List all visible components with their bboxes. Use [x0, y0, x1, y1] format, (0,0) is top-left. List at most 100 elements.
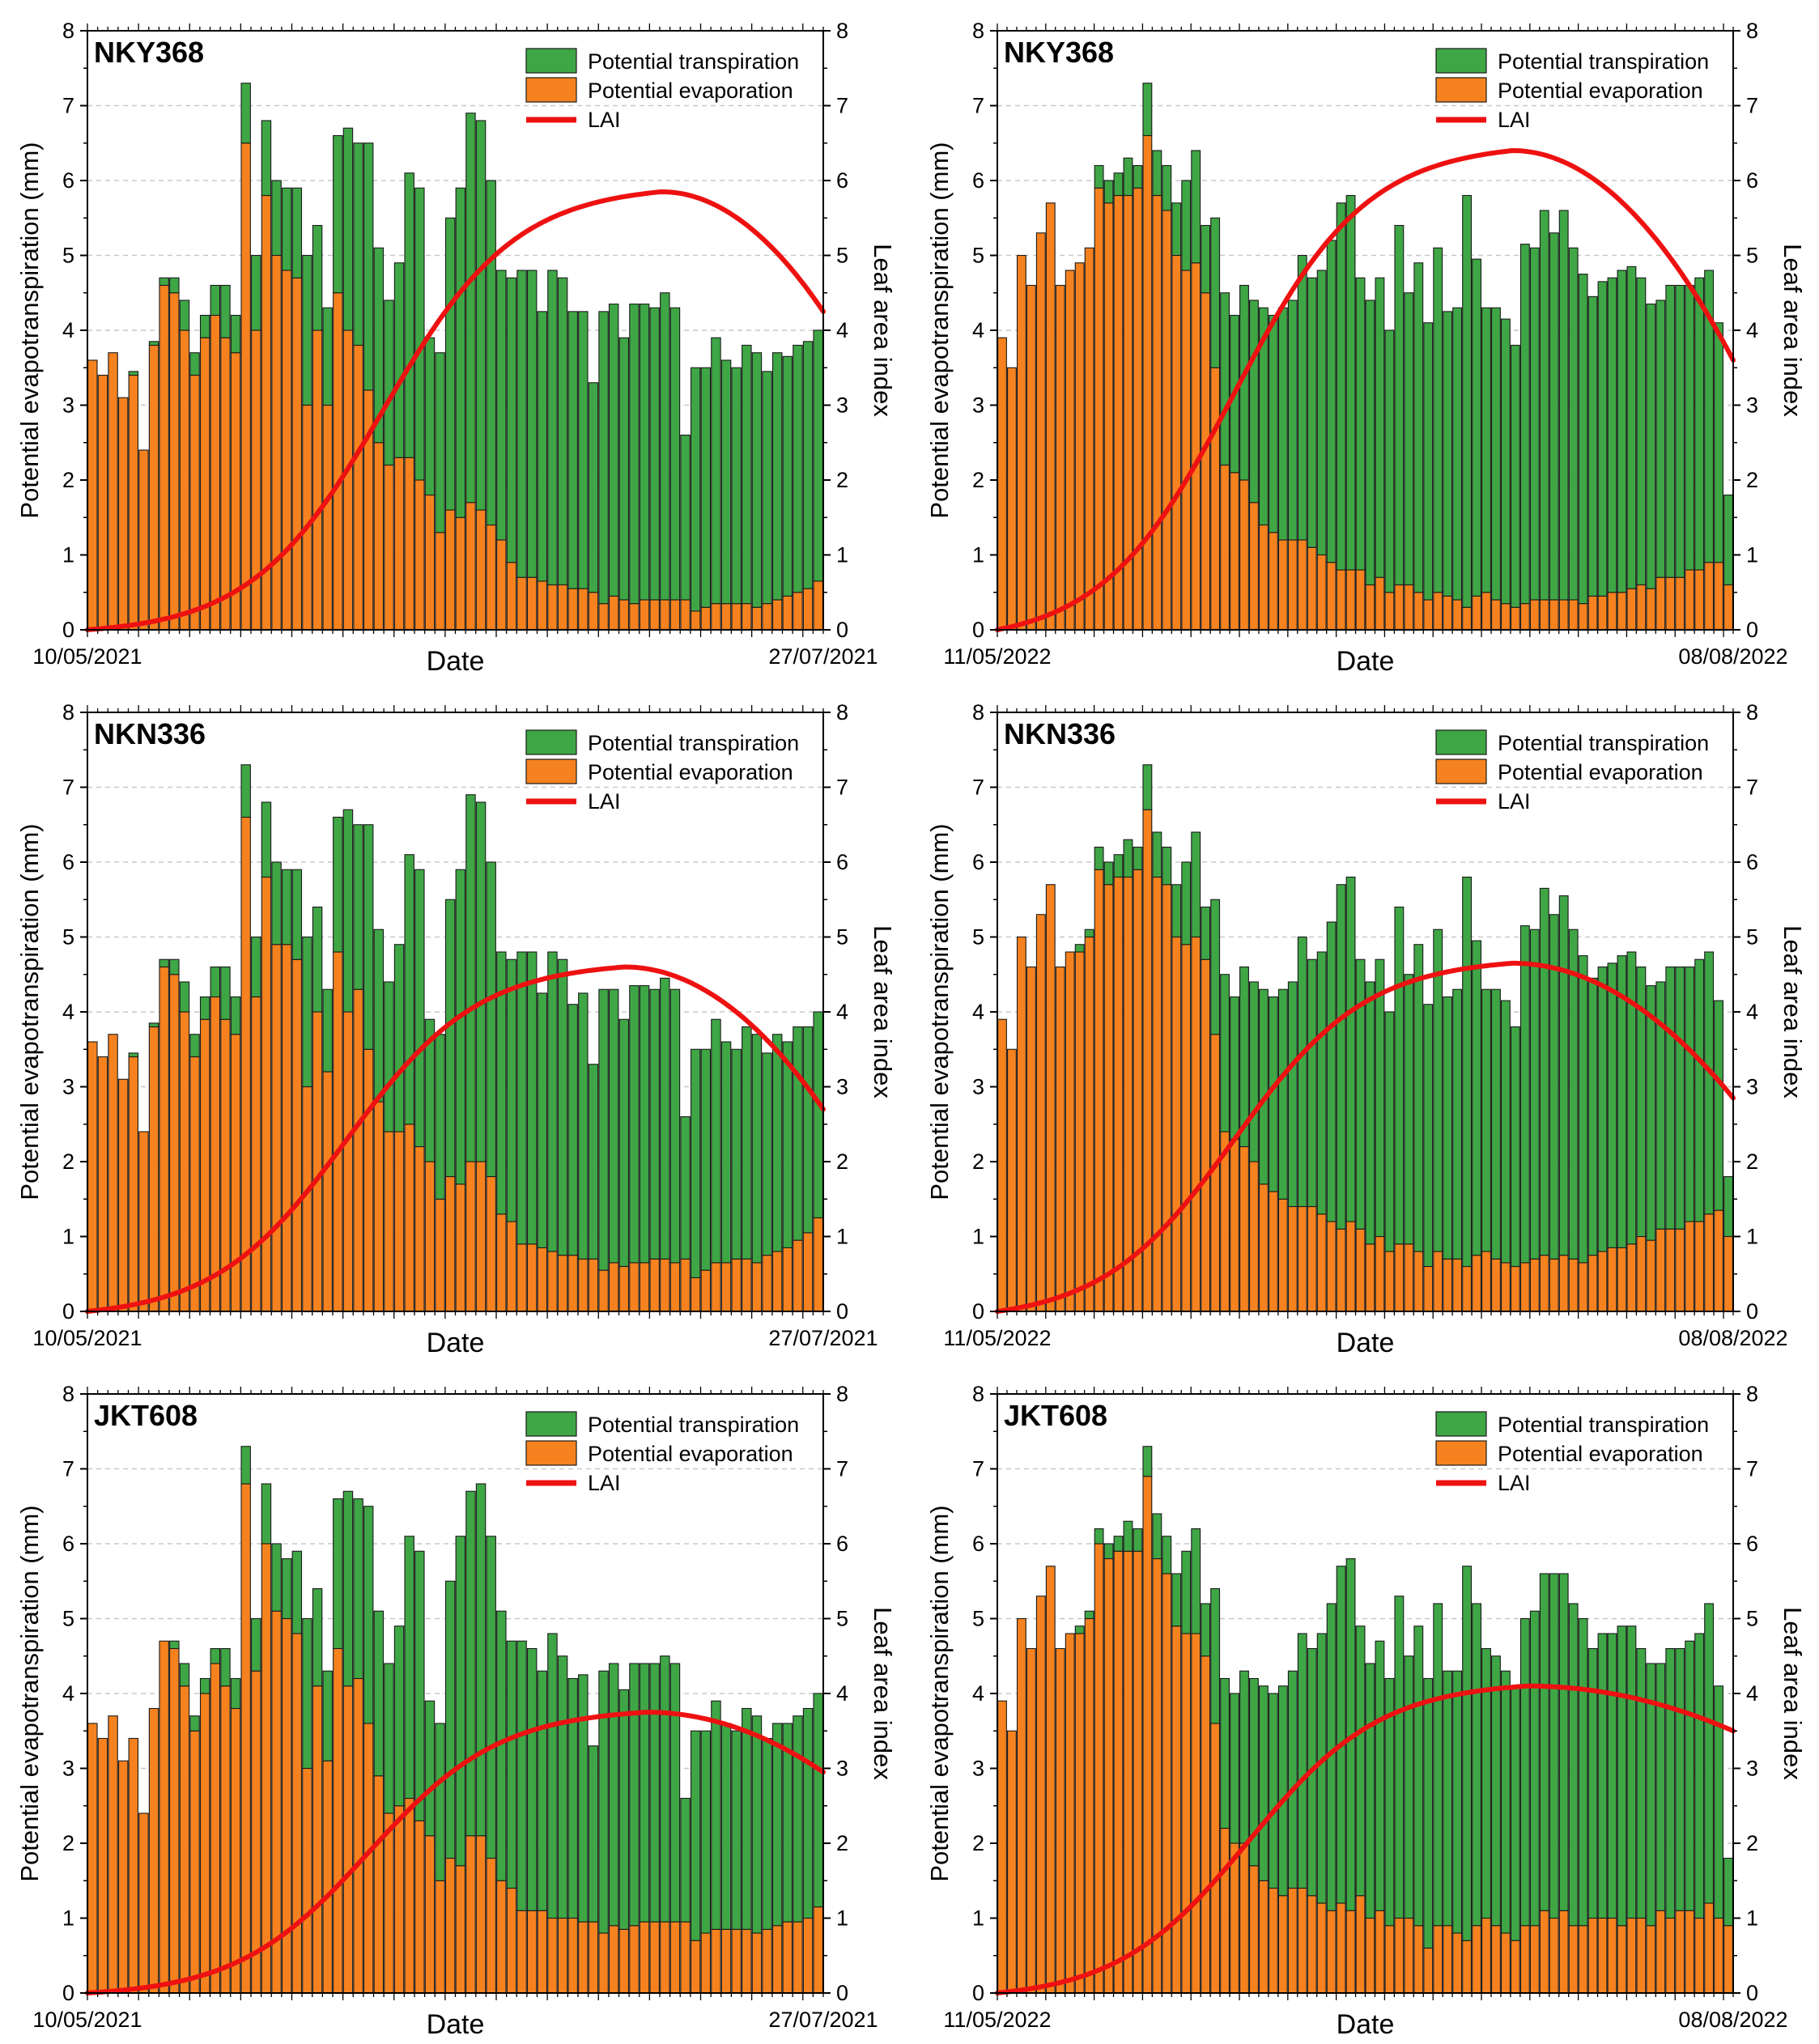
- y2-tick-label: 3: [1746, 1075, 1758, 1099]
- transpiration-bar: [1375, 958, 1385, 1238]
- evaporation-bar: [1103, 884, 1114, 1312]
- legend-swatch-transpiration: [1435, 729, 1487, 755]
- evaporation-bar: [1694, 569, 1705, 631]
- y2-tick-label: 5: [1746, 244, 1758, 268]
- transpiration-bar: [230, 1677, 241, 1710]
- transpiration-bar: [680, 1797, 691, 1923]
- transpiration-bar: [516, 1640, 527, 1911]
- evaporation-bar: [1191, 936, 1201, 1312]
- evaporation-bar: [97, 374, 108, 631]
- evaporation-bar: [128, 1737, 139, 1994]
- transpiration-bar: [1142, 764, 1153, 810]
- evaporation-bar: [1035, 914, 1046, 1312]
- transpiration-bar: [1539, 210, 1549, 601]
- legend-swatch-transpiration: [525, 1411, 577, 1437]
- transpiration-bar: [1433, 1603, 1443, 1927]
- evaporation-bar: [1394, 1917, 1405, 1994]
- transpiration-bar: [271, 180, 282, 257]
- transpiration-bar: [782, 355, 793, 597]
- transpiration-bar: [1636, 277, 1647, 586]
- evaporation-bar: [1277, 1895, 1288, 1994]
- evaporation-bar: [1307, 1895, 1317, 1994]
- transpiration-bar: [1413, 262, 1424, 593]
- evaporation-bar: [1549, 1917, 1559, 1994]
- panel-nkn336-2021: 0 0 1 1 2 2 3 3 4 4 5 5 6 6 7 7 8 8 10/05/2021 27/07/2021 Da…: [0, 682, 909, 1362]
- evaporation-bar: [424, 494, 436, 631]
- legend: Potential transpiration Potential evapora…: [1435, 1411, 1709, 1495]
- y-axis-title: Potential evapotranspiration (mm): [925, 142, 954, 518]
- transpiration-bar: [1646, 985, 1656, 1241]
- transpiration-bar: [393, 944, 405, 1132]
- transpiration-bar: [1316, 1633, 1327, 1904]
- transpiration-bar: [189, 352, 200, 376]
- transpiration-bar: [751, 1715, 763, 1934]
- y-tick-label: 2: [62, 1831, 74, 1855]
- y-tick-label: 6: [62, 850, 74, 874]
- transpiration-bar: [1171, 884, 1182, 938]
- evaporation-bar: [1268, 1887, 1278, 1994]
- transpiration-bar: [771, 352, 783, 601]
- transpiration-bar: [680, 1115, 691, 1260]
- evaporation-bar: [608, 595, 619, 631]
- evaporation-bar: [1035, 1596, 1046, 1994]
- evaporation-bar: [1355, 1895, 1366, 1994]
- evaporation-bar: [1423, 1265, 1434, 1312]
- evaporation-bar: [1239, 479, 1249, 631]
- evaporation-bar: [1007, 1730, 1017, 1994]
- evaporation-bar: [117, 1760, 129, 1994]
- transpiration-bar: [496, 951, 507, 1215]
- evaporation-bar: [649, 1921, 660, 1994]
- y2-axis-title: Leaf area index: [869, 1607, 897, 1780]
- evaporation-bar: [251, 329, 261, 631]
- transpiration-bar: [1316, 951, 1327, 1215]
- evaporation-bar: [588, 592, 599, 631]
- evaporation-bar: [1065, 1633, 1075, 1994]
- evaporation-bar: [1714, 1209, 1723, 1312]
- evaporation-bar: [1152, 1557, 1162, 1994]
- transpiration-bar: [1287, 981, 1298, 1208]
- evaporation-bar: [700, 1932, 712, 1994]
- y-tick-label: 0: [62, 618, 74, 642]
- evaporation-bar: [148, 1707, 159, 1994]
- evaporation-bar: [669, 599, 681, 631]
- evaporation-bar: [1646, 1239, 1656, 1312]
- evaporation-bar: [220, 337, 231, 631]
- evaporation-bar: [802, 588, 814, 631]
- evaporation-bar: [333, 292, 343, 631]
- transpiration-bar: [1539, 887, 1549, 1256]
- transpiration-bar: [1103, 180, 1114, 204]
- panel-nkn336-2022: 0 0 1 1 2 2 3 3 4 4 5 5 6 6 7 7 8 8 11/05/2022 08/08/2022 Da…: [910, 682, 1819, 1362]
- evaporation-bar: [618, 599, 630, 631]
- y-tick-label: 4: [972, 1000, 984, 1024]
- transpiration-bar: [1171, 1573, 1182, 1627]
- evaporation-bar: [639, 1921, 650, 1994]
- evaporation-bar: [97, 1737, 108, 1994]
- transpiration-bar: [199, 1677, 210, 1694]
- evaporation-bar: [802, 1232, 814, 1312]
- evaporation-bar: [1675, 1228, 1685, 1312]
- y-tick-label: 4: [62, 1000, 74, 1024]
- evaporation-bar: [1268, 1191, 1278, 1312]
- evaporation-bar: [1384, 1251, 1395, 1312]
- transpiration-bar: [1694, 277, 1705, 571]
- transpiration-bar: [1587, 977, 1598, 1256]
- y-tick-label: 1: [62, 1225, 74, 1249]
- transpiration-bar: [1519, 925, 1530, 1264]
- transpiration-bar: [1587, 1647, 1598, 1919]
- transpiration-bar: [169, 277, 180, 294]
- evaporation-bar: [567, 588, 578, 631]
- transpiration-bar: [1626, 266, 1637, 589]
- transpiration-bar: [1181, 180, 1192, 271]
- y2-tick-label: 1: [836, 1906, 848, 1931]
- panel-title: NKY368: [94, 36, 204, 69]
- transpiration-bar: [618, 1018, 630, 1268]
- evaporation-bar: [1636, 584, 1647, 631]
- transpiration-bar: [1326, 921, 1337, 1222]
- panel-title: JKT608: [1004, 1399, 1107, 1432]
- evaporation-bar: [1549, 599, 1559, 631]
- transpiration-bar: [1617, 270, 1627, 593]
- y2-tick-label: 6: [836, 850, 848, 874]
- evaporation-bar: [1413, 1251, 1424, 1312]
- evaporation-bar: [1239, 1145, 1249, 1312]
- evaporation-bar: [1055, 284, 1065, 631]
